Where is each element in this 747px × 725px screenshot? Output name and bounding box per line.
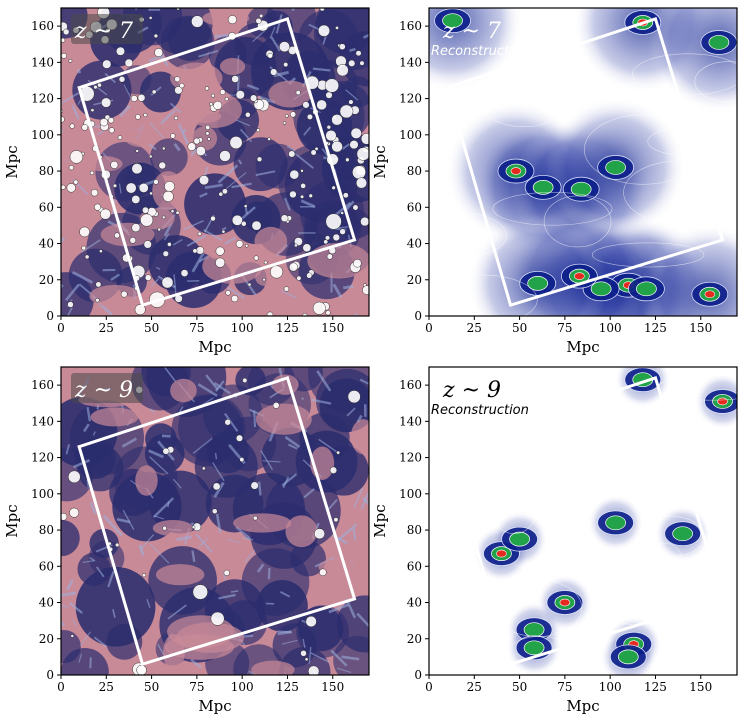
x-tick-label: 75 bbox=[189, 680, 204, 694]
y-tick-label: 160 bbox=[399, 19, 422, 33]
x-tick-label: 25 bbox=[99, 680, 114, 694]
y-tick-label: 140 bbox=[399, 55, 422, 69]
x-tick-label: 100 bbox=[599, 321, 622, 335]
y-tick-label: 160 bbox=[31, 19, 54, 33]
survey-box bbox=[77, 375, 357, 667]
x-tick-label: 125 bbox=[644, 321, 667, 335]
y-tick-label: 40 bbox=[39, 596, 54, 610]
y-tick-label: 40 bbox=[407, 237, 422, 251]
panel-image-rec9 bbox=[429, 367, 737, 675]
x-tick-label: 25 bbox=[467, 680, 482, 694]
panel-frame bbox=[60, 366, 370, 676]
x-axis-label: Mpc bbox=[198, 697, 231, 715]
y-tick-label: 160 bbox=[31, 378, 54, 392]
y-tick-label: 40 bbox=[407, 596, 422, 610]
y-tick-label: 40 bbox=[39, 237, 54, 251]
survey-box bbox=[445, 375, 725, 667]
y-tick-label: 20 bbox=[407, 273, 422, 287]
panel-sim9: 0 25 50 75 100 125 150 0 20 40 60 80 100 120 140 160 Mpc… bbox=[3, 366, 370, 715]
panel-frame bbox=[428, 366, 738, 676]
x-tick-label: 150 bbox=[689, 680, 712, 694]
y-tick-label: 0 bbox=[46, 668, 54, 682]
y-tick-label: 60 bbox=[407, 200, 422, 214]
y-tick-label: 80 bbox=[407, 164, 422, 178]
y-tick-label: 60 bbox=[39, 559, 54, 573]
x-tick-label: 150 bbox=[321, 321, 344, 335]
y-tick-label: 120 bbox=[399, 451, 422, 465]
x-tick-label: 100 bbox=[231, 680, 254, 694]
x-tick-label: 50 bbox=[512, 321, 527, 335]
y-tick-label: 100 bbox=[31, 487, 54, 501]
x-axis-label: Mpc bbox=[566, 338, 599, 356]
y-axis-label: Mpc bbox=[371, 145, 389, 178]
panel-sim7: 0 25 50 75 100 125 150 0 20 40 60 80 100 120 140 160 Mpc… bbox=[3, 7, 370, 356]
y-tick-label: 100 bbox=[31, 128, 54, 142]
y-tick-label: 80 bbox=[39, 164, 54, 178]
panel-rec9: 0 25 50 75 100 125 150 0 20 40 60 80 100 120 140 160 Mpc… bbox=[371, 366, 738, 715]
panel-rec7: 0 25 50 75 100 125 150 0 20 40 60 80 100 120 140 160 Mpc… bbox=[371, 7, 738, 356]
survey-box bbox=[445, 16, 725, 308]
redshift-label: z ~ 7 bbox=[442, 19, 501, 44]
panel-image-sim7 bbox=[61, 8, 369, 316]
y-tick-label: 140 bbox=[399, 414, 422, 428]
x-tick-label: 0 bbox=[57, 321, 65, 335]
y-tick-label: 60 bbox=[39, 200, 54, 214]
x-tick-label: 25 bbox=[467, 321, 482, 335]
x-tick-label: 50 bbox=[512, 680, 527, 694]
y-tick-label: 160 bbox=[399, 378, 422, 392]
y-tick-label: 100 bbox=[399, 128, 422, 142]
y-tick-label: 140 bbox=[31, 414, 54, 428]
y-tick-label: 0 bbox=[46, 309, 54, 323]
x-tick-label: 75 bbox=[557, 680, 572, 694]
redshift-label: z ~ 9 bbox=[74, 378, 133, 403]
x-tick-label: 150 bbox=[321, 680, 344, 694]
x-tick-label: 125 bbox=[644, 680, 667, 694]
y-tick-label: 20 bbox=[407, 632, 422, 646]
survey-box bbox=[77, 16, 357, 308]
x-tick-label: 125 bbox=[276, 680, 299, 694]
reconstruction-label: Reconstruction bbox=[431, 403, 529, 418]
y-tick-label: 20 bbox=[39, 273, 54, 287]
y-tick-label: 100 bbox=[399, 487, 422, 501]
x-tick-label: 150 bbox=[689, 321, 712, 335]
panel-image-sim9 bbox=[61, 367, 369, 675]
x-axis-label: Mpc bbox=[198, 338, 231, 356]
y-axis-label: Mpc bbox=[3, 504, 21, 537]
x-tick-label: 0 bbox=[425, 680, 433, 694]
y-tick-label: 120 bbox=[399, 92, 422, 106]
y-tick-label: 80 bbox=[407, 523, 422, 537]
x-axis-label: Mpc bbox=[566, 697, 599, 715]
redshift-label: z ~ 9 bbox=[442, 378, 501, 403]
x-tick-label: 50 bbox=[144, 680, 159, 694]
x-tick-label: 100 bbox=[231, 321, 254, 335]
x-tick-label: 0 bbox=[425, 321, 433, 335]
y-axis-label: Mpc bbox=[371, 504, 389, 537]
redshift-label: z ~ 7 bbox=[74, 19, 133, 44]
y-axis-label: Mpc bbox=[3, 145, 21, 178]
x-tick-label: 100 bbox=[599, 680, 622, 694]
panel-frame bbox=[428, 7, 738, 317]
y-tick-label: 20 bbox=[39, 632, 54, 646]
y-tick-label: 120 bbox=[31, 451, 54, 465]
x-tick-label: 25 bbox=[99, 321, 114, 335]
x-tick-label: 75 bbox=[189, 321, 204, 335]
x-tick-label: 75 bbox=[557, 321, 572, 335]
y-tick-label: 80 bbox=[39, 523, 54, 537]
x-tick-label: 50 bbox=[144, 321, 159, 335]
y-tick-label: 140 bbox=[31, 55, 54, 69]
y-tick-label: 0 bbox=[414, 309, 422, 323]
reconstruction-label: Reconstruction bbox=[431, 44, 529, 59]
x-tick-label: 0 bbox=[57, 680, 65, 694]
x-tick-label: 125 bbox=[276, 321, 299, 335]
y-tick-label: 0 bbox=[414, 668, 422, 682]
panel-image-rec7 bbox=[429, 8, 737, 316]
y-tick-label: 60 bbox=[407, 559, 422, 573]
y-tick-label: 120 bbox=[31, 92, 54, 106]
panel-frame bbox=[60, 7, 370, 317]
